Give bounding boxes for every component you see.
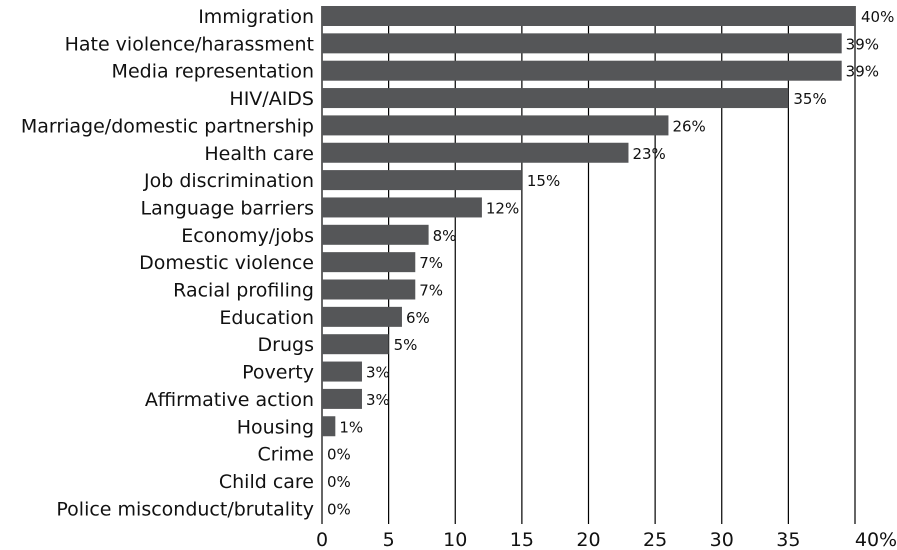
category-label: Media representation: [112, 61, 314, 83]
category-label: Affirmative action: [145, 389, 314, 411]
value-label: 26%: [672, 117, 705, 135]
value-label: 6%: [406, 309, 430, 327]
category-label: Housing: [237, 416, 314, 438]
x-tick-label: 25: [643, 529, 667, 550]
bar: [322, 334, 389, 355]
bar: [322, 88, 789, 109]
bar: [322, 224, 429, 245]
category-label: Domestic violence: [139, 252, 314, 274]
x-tick-label: 15: [510, 529, 534, 550]
value-label: 40%: [861, 8, 894, 26]
category-label: Language barriers: [141, 197, 314, 219]
value-label: 7%: [419, 254, 443, 272]
category-label: Education: [219, 307, 314, 329]
bar: [322, 279, 416, 300]
category-label: Hate violence/harassment: [65, 33, 314, 55]
value-label: 12%: [486, 199, 519, 217]
bar: [322, 252, 416, 273]
value-label: 8%: [433, 227, 457, 245]
bar: [322, 33, 842, 54]
x-tick-label: 35: [776, 529, 800, 550]
x-tick-label: 5: [383, 529, 395, 550]
bar: [322, 6, 855, 26]
bar: [322, 142, 629, 163]
category-label: Police misconduct/brutality: [56, 498, 314, 520]
value-label: 5%: [394, 336, 418, 354]
bar: [322, 170, 522, 191]
value-label: 3%: [366, 364, 390, 382]
category-label: Racial profiling: [173, 280, 314, 302]
category-labels: Immigration Hate violence/harassment Media…: [21, 6, 314, 520]
value-label: 0%: [327, 473, 351, 491]
x-tick-label: 0: [316, 529, 328, 550]
value-label: 3%: [366, 391, 390, 409]
category-label: Immigration: [198, 6, 314, 28]
category-label: Crime: [257, 444, 314, 466]
category-label: Job discrimination: [143, 170, 314, 192]
category-label: Marriage/domestic partnership: [21, 115, 314, 137]
value-label: 15%: [527, 172, 560, 190]
bar: [322, 416, 336, 437]
bar: [322, 60, 842, 81]
bar: [322, 361, 362, 382]
bar: [322, 388, 362, 409]
category-label: HIV/AIDS: [229, 88, 314, 110]
value-labels: 40%39%39%35%26%23%15%12%8%7%7%6%5%3%3%1%…: [327, 8, 894, 518]
category-label: Drugs: [258, 334, 314, 356]
bar: [322, 306, 402, 327]
value-label: 1%: [339, 418, 363, 436]
x-tick-label: 20: [576, 529, 600, 550]
value-label: 0%: [327, 446, 351, 464]
value-label: 7%: [419, 282, 443, 300]
value-label: 39%: [846, 63, 879, 81]
bar: [322, 115, 669, 136]
x-tick-label: 40%: [855, 529, 897, 550]
x-tick-labels: 0 5 10 15 20 25 30 35 40%: [316, 529, 897, 550]
x-tick-label: 30: [710, 529, 734, 550]
bars: [322, 6, 855, 437]
bar: [322, 197, 482, 218]
value-label: 23%: [632, 145, 665, 163]
category-label: Poverty: [242, 362, 314, 384]
category-label: Economy/jobs: [181, 225, 314, 247]
category-label: Health care: [204, 143, 314, 165]
value-label: 35%: [793, 90, 826, 108]
x-tick-label: 10: [443, 529, 467, 550]
value-label: 0%: [327, 500, 351, 518]
category-label: Child care: [219, 471, 314, 493]
value-label: 39%: [846, 35, 879, 53]
